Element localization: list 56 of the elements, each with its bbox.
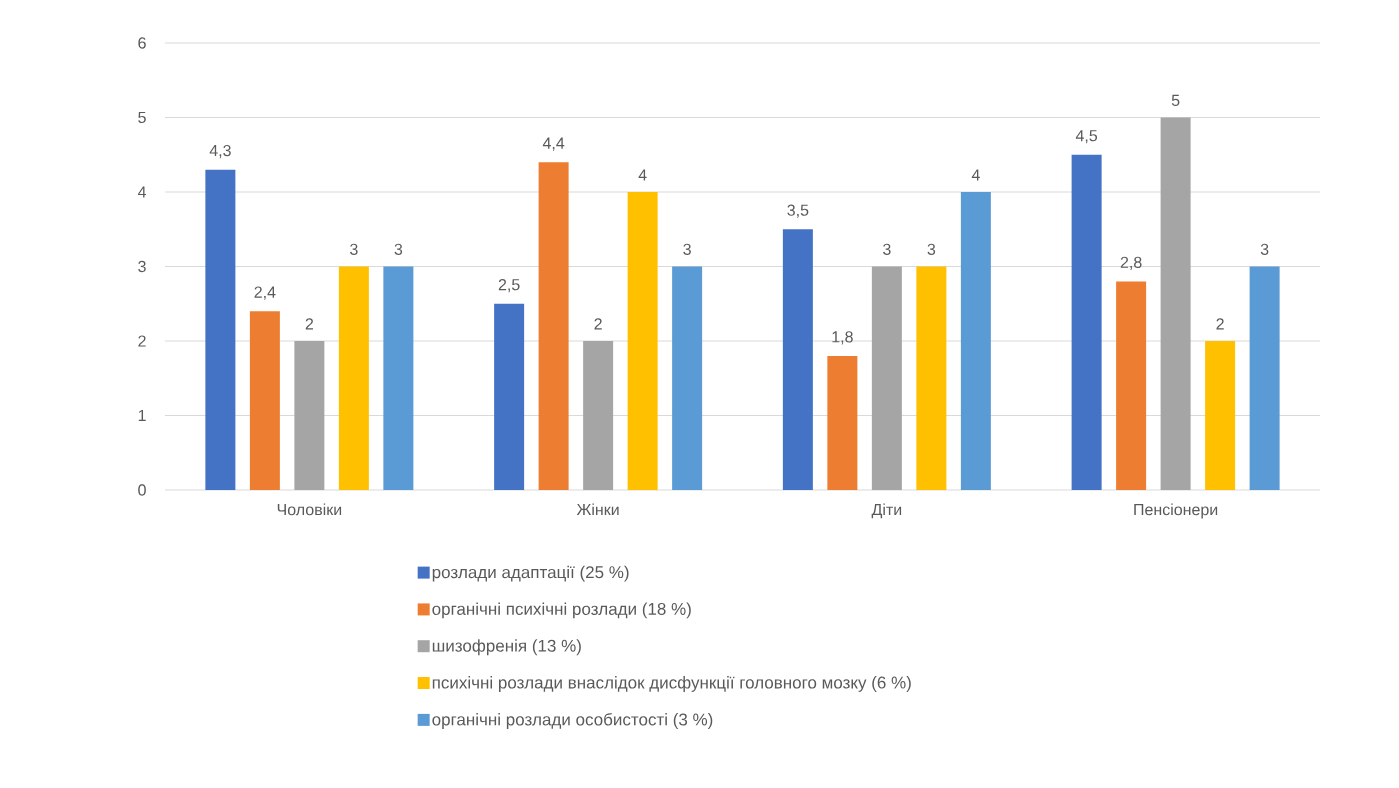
data-label: 2 bbox=[1216, 318, 1224, 330]
data-label: 2,8 bbox=[1120, 256, 1142, 270]
bar bbox=[916, 266, 947, 490]
data-label: 3 bbox=[883, 243, 891, 255]
bar bbox=[205, 169, 236, 490]
bar bbox=[782, 229, 813, 490]
data-label: 3,5 bbox=[787, 204, 809, 218]
legend-label: органічні психічні розлади (18 %) bbox=[432, 602, 691, 619]
data-label: 4 bbox=[971, 169, 980, 181]
data-label: 3 bbox=[683, 243, 691, 255]
y-tick-label: 2 bbox=[138, 335, 146, 347]
bar bbox=[249, 311, 280, 490]
legend-label: шизофренія (13 %) bbox=[432, 639, 581, 656]
legend-label: розлади адаптації (25 %) bbox=[432, 565, 629, 582]
bar bbox=[494, 303, 525, 490]
bar bbox=[338, 266, 369, 490]
x-tick-label: Жінки bbox=[576, 503, 619, 516]
data-label: 2 bbox=[305, 318, 314, 330]
y-tick-label: 0 bbox=[138, 484, 146, 496]
x-tick-label: Діти bbox=[871, 503, 902, 519]
data-label: 4 bbox=[638, 169, 647, 181]
y-tick-label: 4 bbox=[137, 186, 147, 198]
data-label: 3 bbox=[350, 243, 358, 255]
data-label: 4,4 bbox=[542, 137, 565, 151]
bar bbox=[383, 266, 414, 490]
data-label: 2 bbox=[594, 318, 602, 330]
data-label: 2,5 bbox=[498, 279, 520, 293]
data-label: 4,5 bbox=[1075, 130, 1098, 144]
bar bbox=[627, 192, 658, 490]
bar bbox=[1071, 154, 1102, 490]
data-label: 5 bbox=[1171, 94, 1180, 106]
bar bbox=[827, 355, 858, 490]
bar bbox=[538, 162, 569, 490]
data-label: 3 bbox=[1260, 243, 1269, 255]
data-label: 4,3 bbox=[209, 144, 231, 159]
bar bbox=[583, 341, 614, 490]
legend-label: психічні розлади внаслідок дисфункції головного мозку (6 %) bbox=[432, 676, 911, 692]
bar bbox=[1205, 341, 1236, 490]
bar bbox=[1249, 266, 1280, 490]
data-label: 3 bbox=[394, 243, 403, 255]
x-tick-label: Пенсіонери bbox=[1134, 503, 1218, 519]
bar bbox=[294, 341, 325, 490]
data-label: 2,4 bbox=[254, 286, 276, 300]
data-label: 1,8 bbox=[832, 331, 853, 345]
bar bbox=[672, 266, 703, 490]
bar bbox=[871, 266, 902, 490]
y-tick-label: 3 bbox=[138, 260, 146, 273]
bar bbox=[1116, 281, 1147, 490]
y-tick-label: 6 bbox=[138, 37, 146, 49]
y-tick-label: 1 bbox=[138, 409, 146, 421]
x-tick-label: Чоловіки bbox=[277, 503, 342, 516]
bar bbox=[960, 192, 991, 490]
y-tick-label: 5 bbox=[138, 111, 146, 124]
data-label: 3 bbox=[927, 243, 936, 255]
legend-label: органічні розлади особистості (3 %) bbox=[432, 712, 713, 729]
bar bbox=[1160, 117, 1191, 490]
